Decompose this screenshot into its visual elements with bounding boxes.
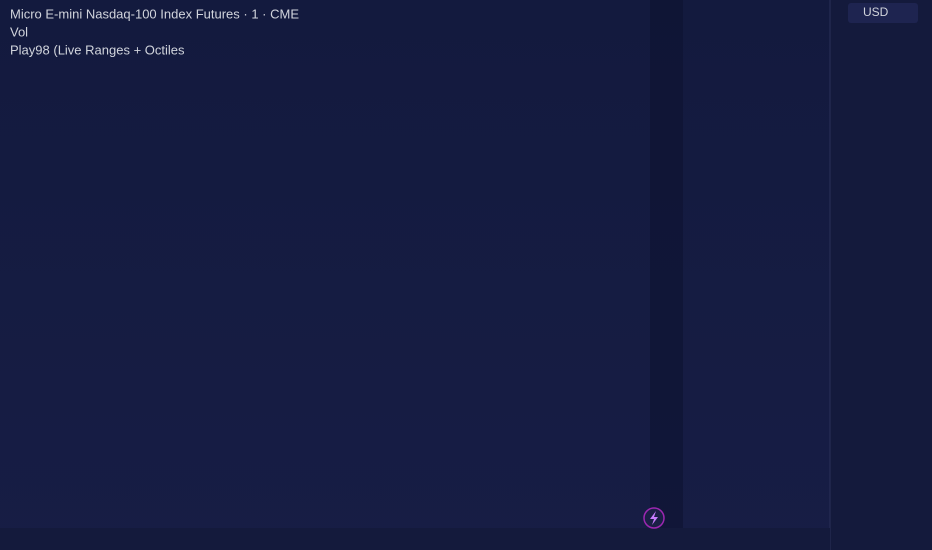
volume-label: Vol [10, 24, 28, 39]
price-axis [830, 0, 932, 550]
time-axis [0, 528, 830, 550]
future-shade [650, 0, 683, 528]
currency-button[interactable] [848, 3, 918, 23]
chart-title: Micro E-mini Nasdaq-100 Index Futures · … [10, 6, 299, 21]
currency: USD [863, 5, 889, 19]
lightning [650, 511, 658, 525]
indicator-label: Play98 (Live Ranges + Octiles [10, 42, 185, 57]
